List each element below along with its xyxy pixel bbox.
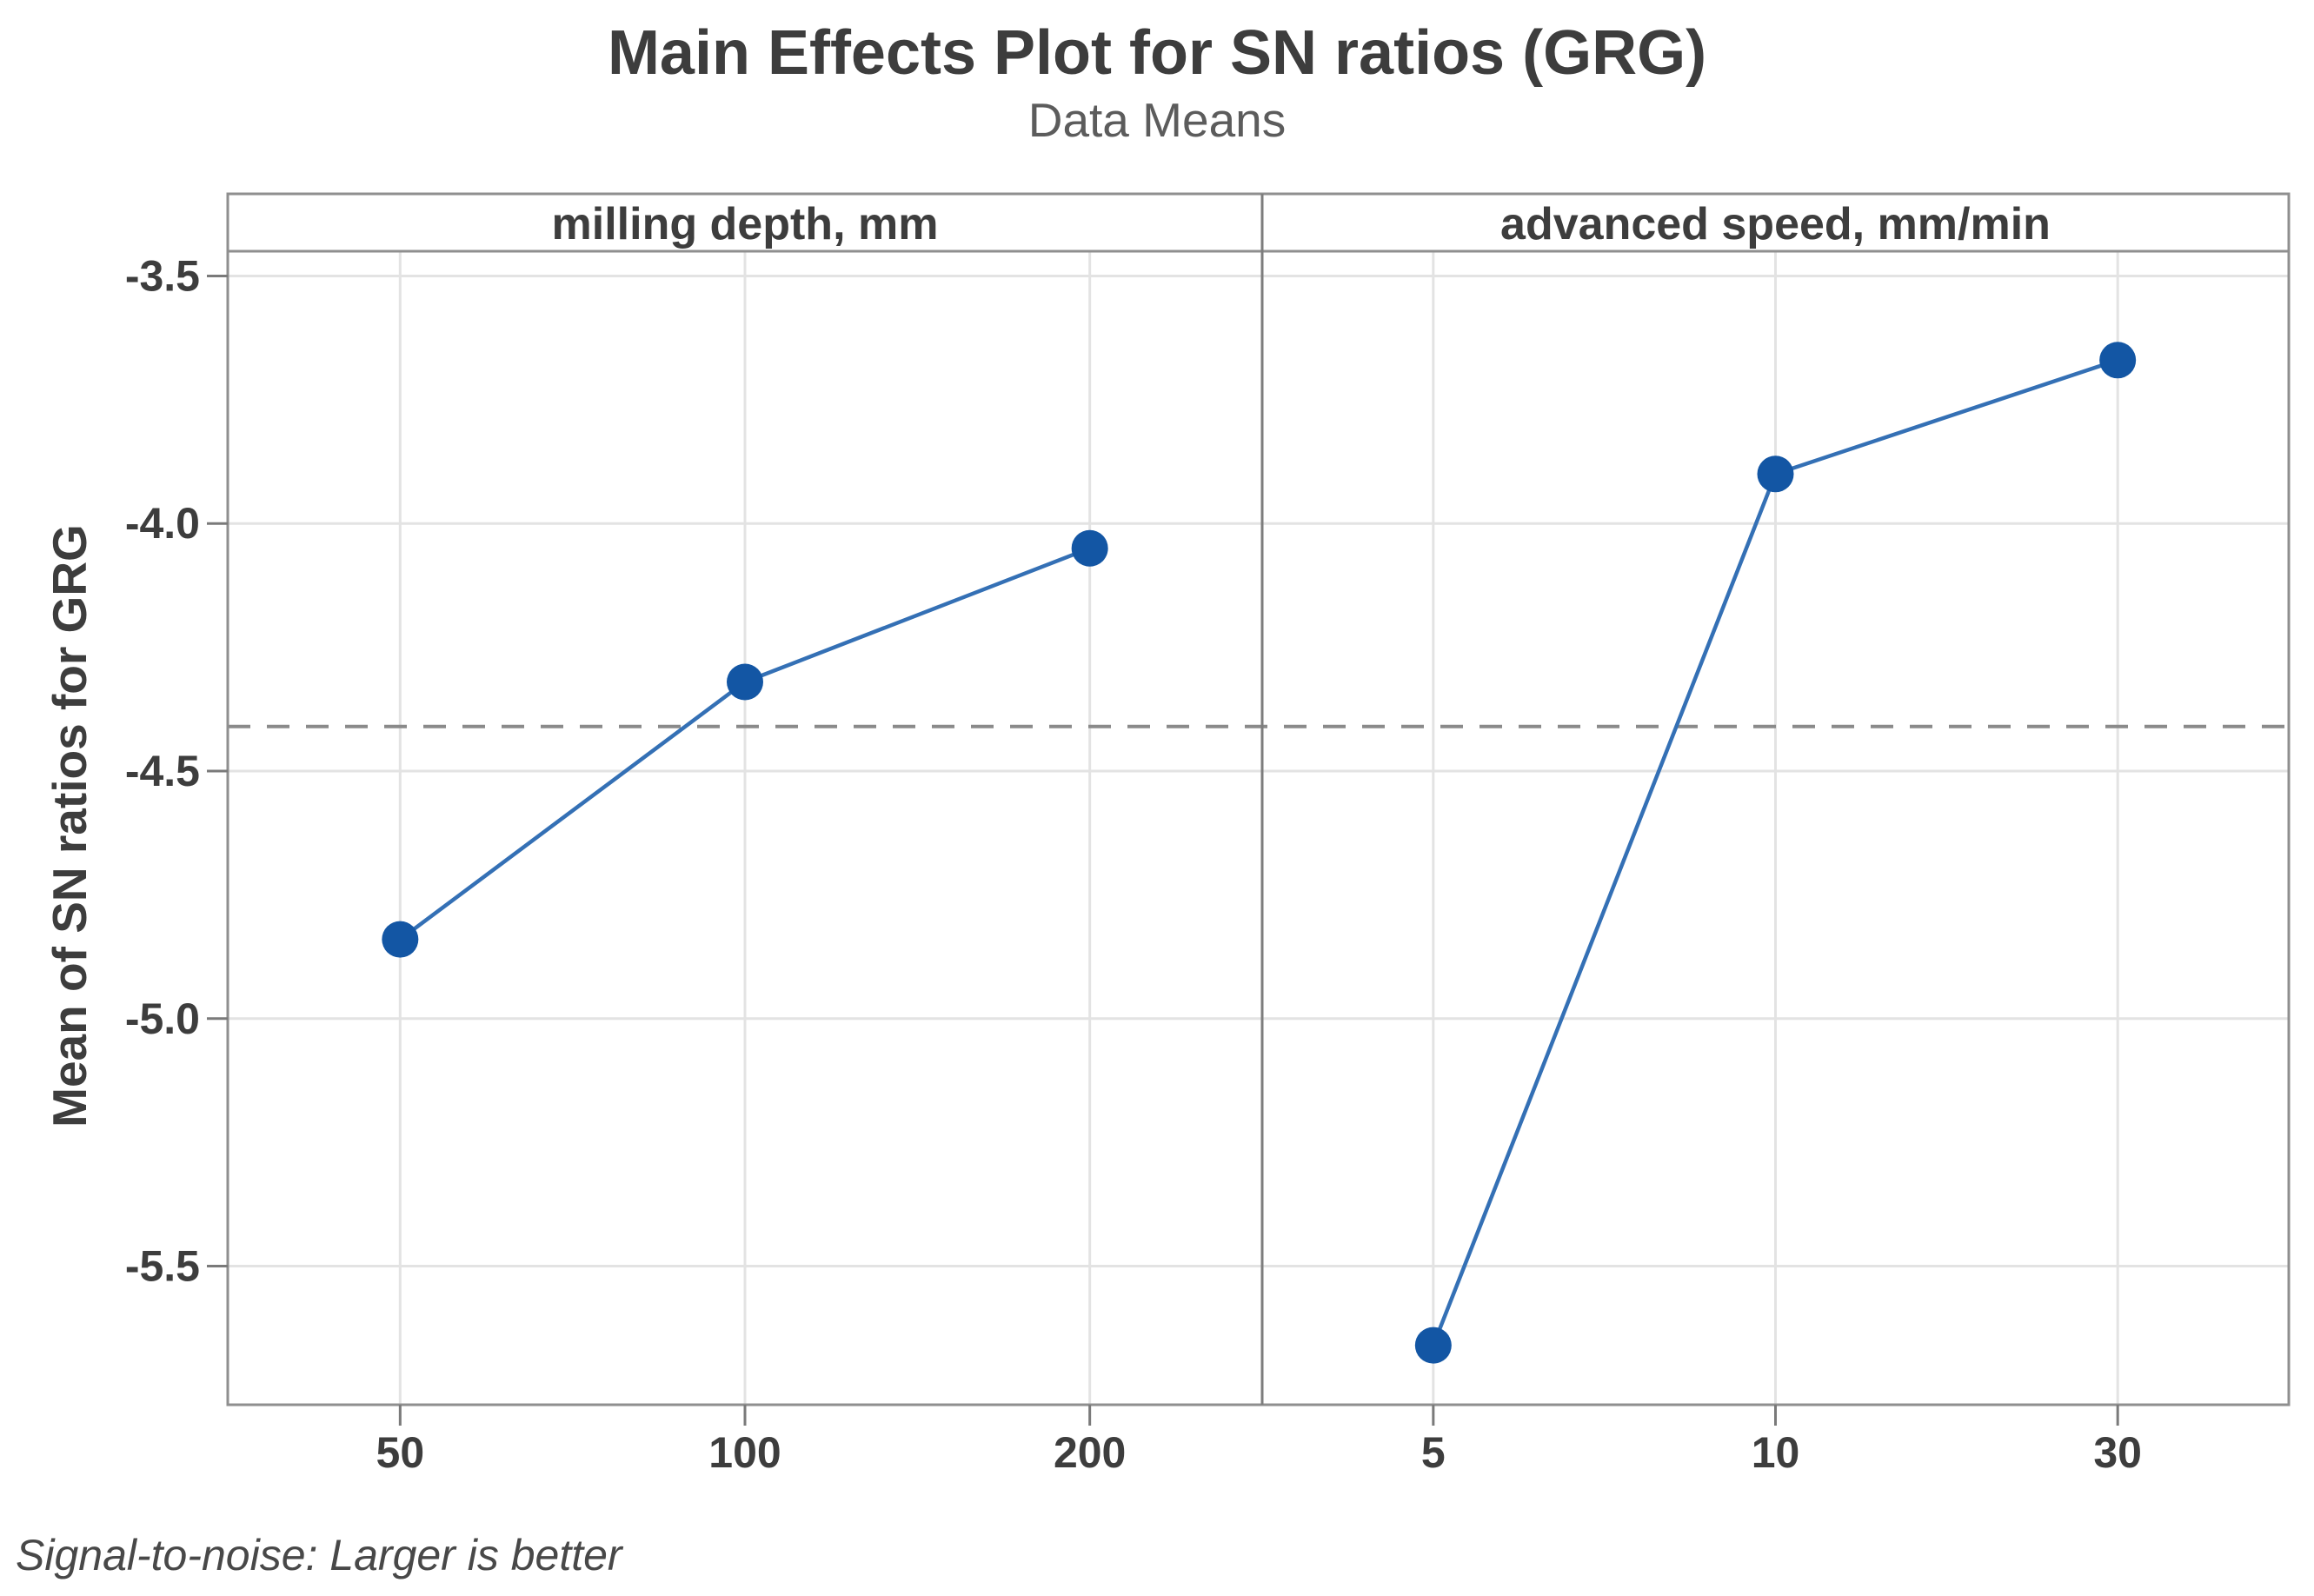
x-tick-label: 10 bbox=[1752, 1428, 1800, 1477]
chart-subtitle: Data Means bbox=[1027, 93, 1287, 147]
panel-title: advanced speed, mm/min bbox=[1500, 199, 2051, 249]
data-point bbox=[1757, 456, 1794, 493]
y-tick-label: -3.5 bbox=[125, 251, 200, 300]
y-tick-label: -5.0 bbox=[125, 994, 200, 1043]
x-tick-label: 50 bbox=[376, 1428, 425, 1477]
x-tick-label: 5 bbox=[1421, 1428, 1446, 1477]
data-point bbox=[382, 921, 419, 958]
plot-frame bbox=[226, 192, 2291, 1406]
signal-to-noise-footnote: Signal-to-noise: Larger is better bbox=[16, 1531, 622, 1579]
chart-title: Main Effects Plot for SN ratios (GRG) bbox=[607, 18, 1707, 88]
y-tick-label: -4.0 bbox=[125, 499, 200, 548]
x-tick-label: 100 bbox=[708, 1428, 781, 1477]
y-tick-label: -4.5 bbox=[125, 747, 200, 795]
x-tick-label: 30 bbox=[2093, 1428, 2142, 1477]
data-point bbox=[1414, 1327, 1452, 1364]
x-tick-label: 200 bbox=[1054, 1428, 1126, 1477]
panel-title: milling depth, mm bbox=[552, 199, 939, 249]
y-tick-label: -5.5 bbox=[125, 1242, 200, 1291]
data-point bbox=[1071, 529, 1108, 567]
data-point bbox=[2099, 342, 2137, 379]
data-point bbox=[727, 663, 763, 701]
